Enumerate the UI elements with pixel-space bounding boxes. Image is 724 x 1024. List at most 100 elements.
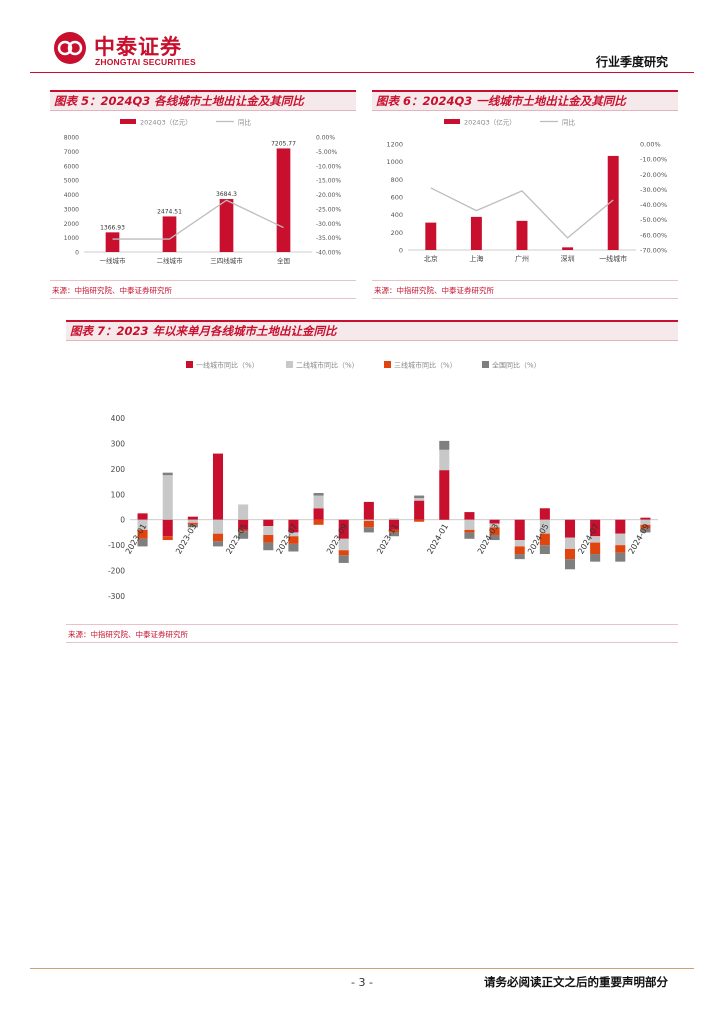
- y2-tick-label: -10.00%: [316, 163, 341, 170]
- y2-tick-label: 0.00%: [316, 135, 335, 142]
- bar-data-label: 3684.3: [216, 191, 237, 198]
- legend-label-bar: 2024Q3（亿元）: [140, 118, 192, 127]
- stacked-bar-segment: [263, 534, 274, 543]
- stacked-bar-segment: [590, 519, 601, 537]
- x-tick-label: 2024-09: [627, 522, 652, 555]
- stacked-bar-segment: [514, 554, 525, 560]
- y2-tick-label: -40.00%: [640, 201, 667, 209]
- y-tick-label: -100: [108, 541, 125, 550]
- stacked-bar-segment: [288, 536, 299, 544]
- stacked-bar-segment: [238, 531, 249, 539]
- yoy-line: [112, 199, 284, 240]
- y-tick-label: 0: [75, 250, 79, 257]
- stacked-bar-segment: [363, 520, 374, 528]
- disclaimer: 请务必阅读正文之后的重要声明部分: [484, 975, 668, 989]
- stacked-bar-segment: [439, 449, 450, 471]
- stacked-bar-segment: [615, 545, 626, 553]
- stacked-bar-segment: [489, 534, 500, 541]
- stacked-bar-segment: [388, 529, 400, 533]
- legend-label-line: 同比: [238, 118, 252, 127]
- y-tick-label: 8000: [64, 135, 79, 142]
- stacked-bar-segment: [388, 519, 400, 530]
- fig6-title-bar: 图表 6：2024Q3 一线城市土地出让金及其同比: [372, 90, 678, 111]
- stacked-bar-segment: [137, 529, 148, 539]
- stacked-bar-segment: [615, 552, 626, 562]
- legend-label: 全国同比（%）: [492, 361, 541, 370]
- stacked-bar-segment: [187, 522, 198, 525]
- stacked-bar-segment: [539, 533, 550, 546]
- y-tick-label: 1000: [64, 235, 79, 242]
- x-tick-label: 一线城市: [599, 254, 627, 263]
- legend-swatch: [384, 361, 391, 368]
- stacked-bar-segment: [464, 512, 475, 520]
- fig5-title-bar: 图表 5：2024Q3 各线城市土地出让金及其同比: [50, 90, 356, 111]
- stacked-bar-segment: [489, 523, 500, 528]
- stacked-bar-segment: [514, 546, 525, 555]
- stacked-bar-segment: [238, 529, 249, 532]
- bar: [562, 247, 574, 250]
- header-divider: [30, 72, 694, 73]
- stacked-bar-segment: [288, 519, 299, 533]
- stacked-bar-segment: [590, 536, 601, 543]
- bar: [425, 222, 437, 250]
- stacked-bar-segment: [187, 519, 198, 523]
- bar: [162, 216, 177, 252]
- stacked-bar-segment: [640, 519, 651, 525]
- fig5-source: 来源：中指研究院、中泰证券研究所: [52, 286, 172, 295]
- company-logo-icon: [54, 32, 86, 64]
- stacked-bar-segment: [137, 538, 148, 547]
- legend-swatch-bar: [120, 119, 136, 124]
- x-tick-label: 2023-03: [174, 522, 199, 555]
- x-tick-label: 三四线城市: [210, 256, 243, 265]
- stacked-bar-segment: [363, 519, 374, 521]
- fig7-bottom-divider: [66, 642, 678, 643]
- stacked-bar-segment: [212, 541, 224, 547]
- y2-tick-label: -20.00%: [316, 192, 341, 199]
- y2-tick-label: 0.00%: [640, 141, 661, 149]
- legend-swatch: [286, 361, 293, 368]
- y-tick-label: 400: [391, 211, 403, 219]
- y-tick-label: 800: [391, 176, 403, 184]
- stacked-bar-segment: [187, 524, 198, 528]
- y-tick-label: 1200: [386, 141, 403, 149]
- stacked-bar-segment: [514, 519, 525, 541]
- stacked-bar-segment: [313, 508, 324, 520]
- stacked-bar-segment: [288, 543, 299, 552]
- fig7-title-bar: 图表 7：2023 年以来单月各线城市土地出让金同比: [66, 320, 678, 341]
- stacked-bar-segment: [363, 501, 374, 520]
- y-tick-label: -200: [108, 567, 125, 576]
- stacked-bar-segment: [640, 528, 651, 533]
- y2-tick-label: -15.00%: [316, 178, 341, 185]
- stacked-bar-segment: [590, 542, 601, 555]
- stacked-bar-segment: [590, 554, 601, 562]
- y2-tick-label: -10.00%: [640, 156, 667, 164]
- stacked-bar-segment: [388, 532, 400, 537]
- y-tick-label: 6000: [64, 163, 79, 170]
- yoy-line: [430, 187, 614, 239]
- company-name-cn: 中泰证券: [94, 35, 182, 59]
- stacked-bar-segment: [615, 519, 626, 534]
- fig5-bottom-divider: [50, 298, 356, 299]
- stacked-bar-segment: [414, 498, 425, 501]
- stacked-bar-segment: [539, 545, 550, 555]
- y-tick-label: 3000: [64, 206, 79, 213]
- legend-label-bar: 2024Q3（亿元）: [464, 118, 516, 127]
- bar-data-label: 7205.77: [271, 140, 296, 147]
- y2-tick-label: -50.00%: [640, 216, 667, 224]
- stacked-bar-segment: [640, 517, 651, 520]
- y-tick-label: 300: [111, 439, 126, 448]
- bar: [105, 232, 120, 252]
- bar: [219, 199, 234, 252]
- y-tick-label: 0: [399, 247, 403, 255]
- y2-tick-label: -60.00%: [640, 231, 667, 239]
- stacked-bar-segment: [288, 532, 299, 537]
- fig5-chart: 2024Q3（亿元） 同比 0 1000 2000 3000 4000 5000 6000 700…: [64, 118, 342, 266]
- stacked-bar-segment: [338, 550, 349, 556]
- legend-swatch: [186, 361, 193, 368]
- y2-tick-label: -20.00%: [640, 171, 667, 179]
- fig6-source-divider: [372, 280, 678, 281]
- stacked-bar-segment: [238, 519, 249, 530]
- bar-data-label: 2474.51: [157, 208, 182, 215]
- footer-divider: [30, 968, 694, 969]
- fig5-title: 图表 5：2024Q3 各线城市土地出让金及其同比: [54, 94, 304, 108]
